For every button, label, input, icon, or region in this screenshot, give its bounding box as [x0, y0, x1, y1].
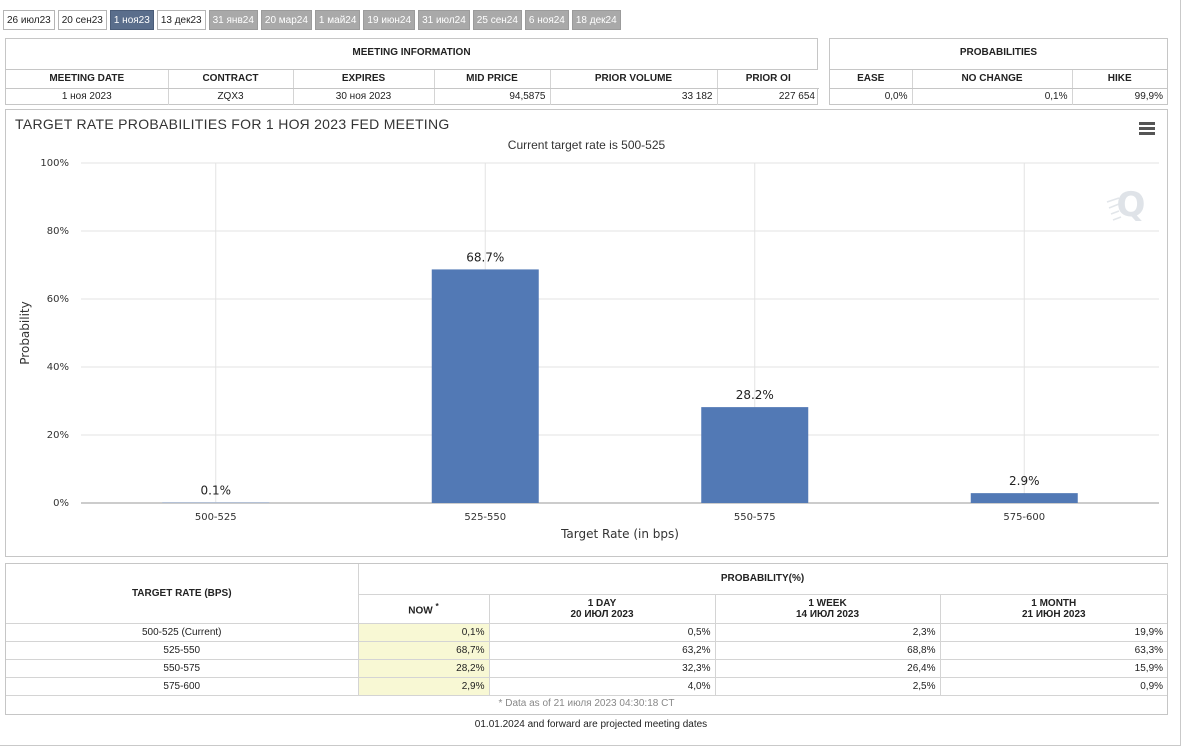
x-tick-label: 575-600 [1003, 512, 1045, 523]
bar [970, 493, 1078, 503]
x-tick-label: 550-575 [734, 512, 776, 523]
chart-subtitle: Current target rate is 500-525 [507, 138, 666, 152]
x-tick-label: 500-525 [195, 512, 237, 523]
meeting-date-tabs: 26 июл23 20 сен23 1 ноя23 13 дек23 31 ян… [3, 10, 621, 32]
tab-meeting-date[interactable]: 6 ноя24 [524, 10, 569, 30]
month-cell: 63,3% [940, 641, 1168, 660]
tab-meeting-date[interactable]: 19 июн24 [363, 10, 416, 30]
chart-title: TARGET RATE PROBABILITIES FOR 1 НОЯ 2023… [15, 116, 450, 132]
header-1-day: 1 DAY 20 ИЮЛ 2023 [489, 594, 716, 624]
data-label: 2.9% [1009, 474, 1040, 488]
data-timestamp-note: * Data as of 21 июля 2023 04:30:18 CT [498, 698, 675, 709]
no-change-value: 0,1% [912, 88, 1073, 105]
day-cell: 4,0% [489, 677, 716, 696]
rate-cell: 575-600 [6, 677, 359, 696]
header-mid-price: MID PRICE [434, 70, 551, 89]
table-row: 525-550 68,7% 63,2% 68,8% 63,3% [6, 641, 1168, 660]
data-label: 68.7% [466, 250, 504, 264]
ease-value: 0,0% [830, 88, 913, 105]
header-no-change: NO CHANGE [912, 70, 1073, 89]
data-label: 0.1% [201, 484, 232, 498]
prior-oi-value: 227 654 [778, 91, 815, 103]
tab-meeting-date[interactable]: 31 июл24 [418, 10, 470, 30]
chart-plot: 0% 20% 40% 60% 80% 100% 0.1% 500-525 68.7% 525-55… [18, 158, 1159, 541]
header-target-rate: TARGET RATE (BPS) [6, 564, 359, 624]
data-label: 28.2% [736, 388, 774, 402]
q-logo-icon: Q [1106, 185, 1146, 225]
meeting-date-value: 1 ноя 2023 [6, 88, 169, 105]
day-cell: 63,2% [489, 641, 716, 660]
tab-meeting-date[interactable]: 13 дек23 [156, 10, 206, 30]
header-now: NOW * [358, 594, 490, 624]
table-row: 500-525 (Current) 0,1% 0,5% 2,3% 19,9% [6, 623, 1168, 642]
y-tick-label: 40% [47, 362, 69, 373]
prior-volume-value: 33 182 [550, 88, 718, 105]
now-cell: 68,7% [358, 641, 490, 660]
tab-meeting-date[interactable]: 26 июл23 [3, 10, 55, 30]
now-cell: 0,1% [358, 623, 490, 642]
rate-cell: 500-525 (Current) [6, 623, 359, 642]
tab-meeting-date[interactable]: 20 мар24 [260, 10, 312, 30]
header-1-week: 1 WEEK 14 ИЮЛ 2023 [715, 594, 941, 624]
week-cell: 68,8% [715, 641, 941, 660]
day-cell: 32,3% [489, 659, 716, 678]
header-ease: EASE [830, 70, 913, 89]
contract-value: ZQX3 [168, 88, 294, 105]
y-tick-label: 60% [47, 294, 69, 305]
day-cell: 0,5% [489, 623, 716, 642]
month-cell: 19,9% [940, 623, 1168, 642]
meeting-information-title: MEETING INFORMATION [6, 39, 817, 70]
week-cell: 2,5% [715, 677, 941, 696]
x-tick-label: 525-550 [464, 512, 506, 523]
probability-history-table: TARGET RATE (BPS) PROBABILITY(%) NOW * 1… [5, 563, 1168, 715]
month-cell: 15,9% [940, 659, 1168, 678]
bar [701, 407, 809, 503]
meeting-information-panel: MEETING INFORMATION MEETING DATE CONTRAC… [5, 38, 819, 105]
week-cell: 26,4% [715, 659, 941, 678]
tab-meeting-date[interactable]: 1 май24 [314, 10, 361, 30]
tab-meeting-date[interactable]: 20 сен23 [57, 10, 107, 30]
header-prior-oi: PRIOR OI [717, 70, 819, 89]
table-row: 575-600 2,9% 4,0% 2,5% 0,9% [6, 677, 1168, 696]
svg-text:Q: Q [1117, 185, 1146, 225]
tab-meeting-date[interactable]: 31 янв24 [208, 10, 258, 30]
mid-price-value: 94,5875 [434, 88, 551, 105]
now-cell: 2,9% [358, 677, 490, 696]
hamburger-icon[interactable] [1139, 122, 1155, 136]
week-cell: 2,3% [715, 623, 941, 642]
probabilities-title: PROBABILITIES [830, 39, 1167, 70]
y-axis-label: Probability [18, 301, 32, 364]
y-tick-label: 20% [47, 430, 69, 441]
header-hike: HIKE [1072, 70, 1167, 89]
bar [431, 269, 539, 503]
y-tick-label: 80% [47, 226, 69, 237]
target-rate-chart: TARGET RATE PROBABILITIES FOR 1 НОЯ 2023… [5, 109, 1168, 557]
header-meeting-date: MEETING DATE [6, 70, 169, 89]
month-cell: 0,9% [940, 677, 1168, 696]
tab-meeting-date[interactable]: 1 ноя23 [109, 10, 154, 30]
hike-value: 99,9% [1134, 91, 1163, 103]
x-axis-label: Target Rate (in bps) [560, 527, 679, 541]
table-row: 550-575 28,2% 32,3% 26,4% 15,9% [6, 659, 1168, 678]
tab-meeting-date[interactable]: 25 сен24 [472, 10, 522, 30]
now-cell: 28,2% [358, 659, 490, 678]
header-1-month: 1 MONTH 21 ИЮН 2023 [940, 594, 1168, 624]
header-probability: PROBABILITY(%) [358, 564, 1168, 595]
y-tick-label: 0% [53, 498, 69, 509]
projected-dates-note: 01.01.2024 and forward are projected mee… [474, 719, 708, 730]
rate-cell: 550-575 [6, 659, 359, 678]
expires-value: 30 ноя 2023 [293, 88, 435, 105]
tab-meeting-date[interactable]: 18 дек24 [571, 10, 621, 30]
header-prior-volume: PRIOR VOLUME [550, 70, 718, 89]
probabilities-panel: PROBABILITIES EASE NO CHANGE HIKE 0,0% 0… [829, 38, 1168, 105]
y-tick-label: 100% [40, 158, 69, 169]
rate-cell: 525-550 [6, 641, 359, 660]
header-contract: CONTRACT [168, 70, 294, 89]
header-expires: EXPIRES [293, 70, 435, 89]
